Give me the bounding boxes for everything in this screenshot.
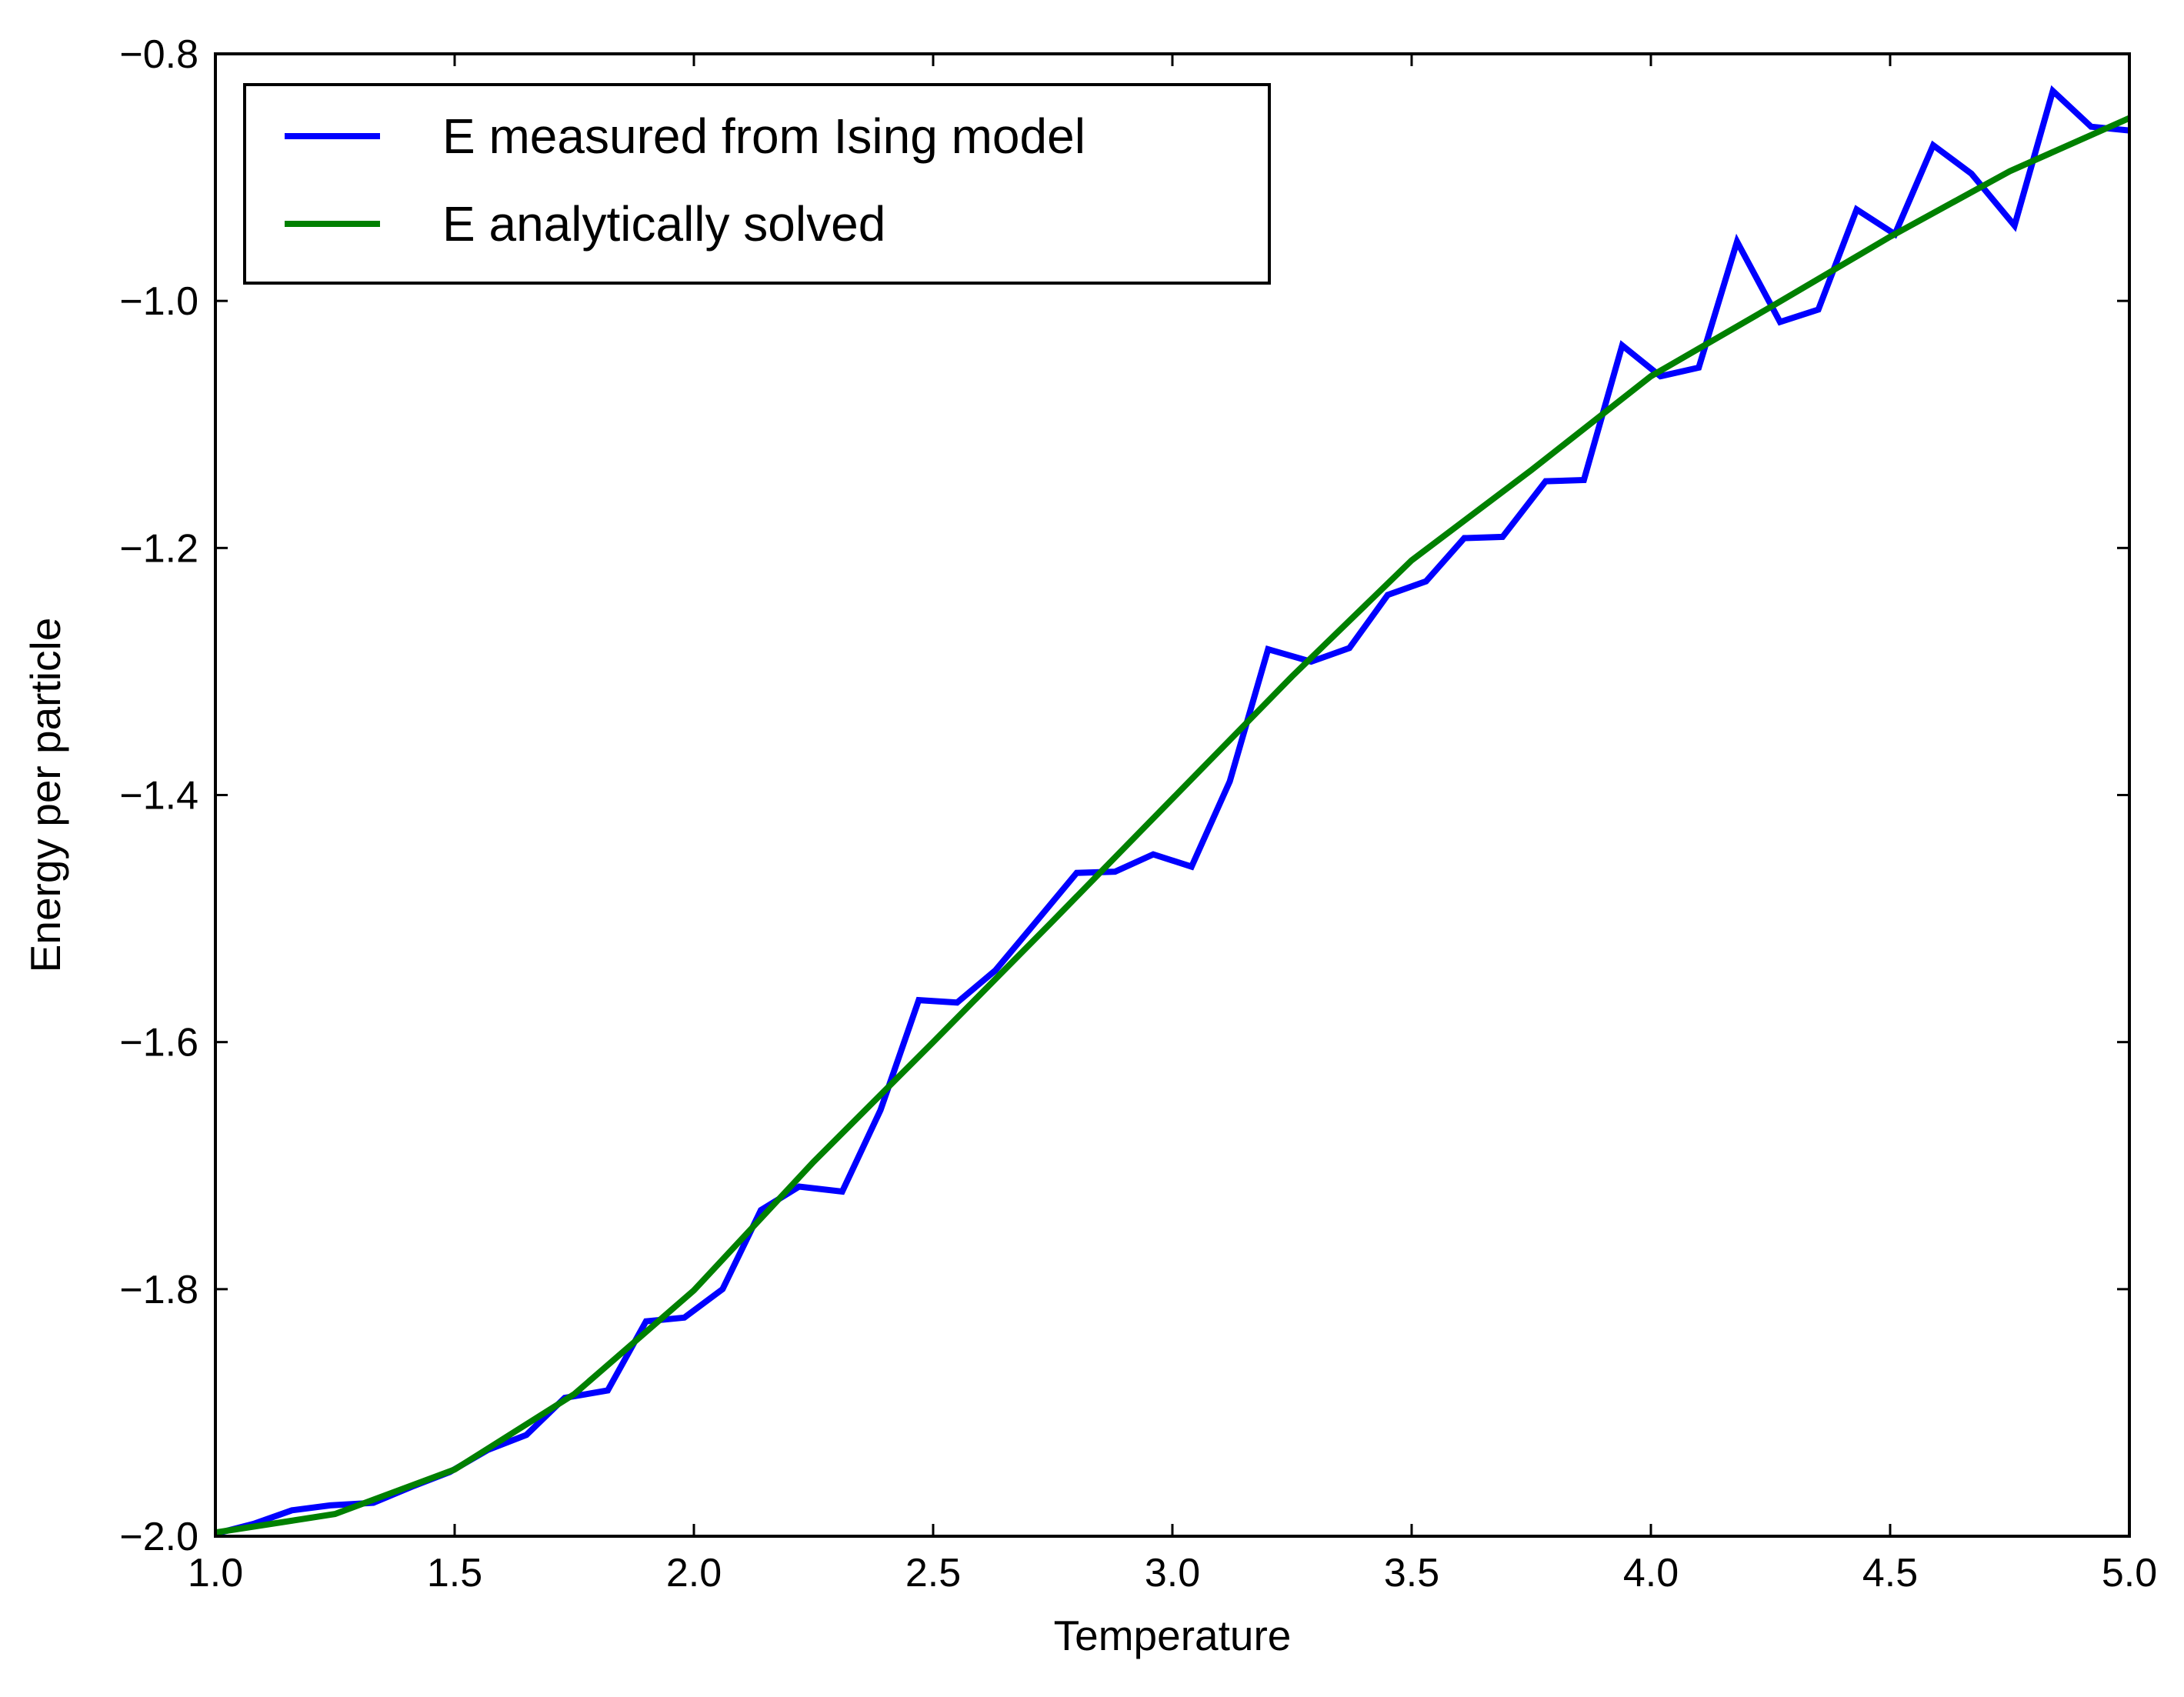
series-line-2 bbox=[215, 115, 2129, 1536]
legend-box bbox=[243, 83, 1271, 285]
x-tick-label: 4.5 bbox=[1862, 1551, 1918, 1595]
series-line-1 bbox=[215, 85, 2129, 1536]
x-tick-label: 4.0 bbox=[1623, 1551, 1679, 1595]
x-tick-label: 1.0 bbox=[188, 1551, 243, 1595]
y-tick-label: −1.2 bbox=[119, 526, 198, 571]
x-tick-label: 2.5 bbox=[905, 1551, 961, 1595]
legend: E measured from Ising model E analyticall… bbox=[243, 83, 1271, 285]
y-tick-label: −1.6 bbox=[119, 1021, 198, 1065]
y-tick-label: −0.8 bbox=[119, 32, 198, 77]
y-tick-label: −1.8 bbox=[119, 1268, 198, 1312]
x-tick-label: 2.0 bbox=[666, 1551, 722, 1595]
legend-label-1: E measured from Ising model bbox=[442, 108, 1085, 164]
ticks-layer: 1.0 1.5 2.0 2.5 3.0 3.5 4.0 4.5 5.0 −2.0 −1.8 −1.6 −… bbox=[119, 32, 2157, 1595]
y-tick-label: −1.4 bbox=[119, 774, 198, 818]
series-layer bbox=[215, 85, 2129, 1536]
y-tick-label: −2.0 bbox=[119, 1515, 198, 1559]
y-axis-label: Energy per particle bbox=[22, 618, 69, 973]
legend-label-2: E analytically solved bbox=[442, 196, 885, 252]
x-tick-label: 3.5 bbox=[1384, 1551, 1439, 1595]
x-tick-label: 1.5 bbox=[427, 1551, 482, 1595]
x-tick-label: 3.0 bbox=[1145, 1551, 1200, 1595]
x-tick-label: 5.0 bbox=[2102, 1551, 2157, 1595]
y-tick-label: −1.0 bbox=[119, 279, 198, 324]
x-axis-label: Temperature bbox=[1054, 1612, 1292, 1659]
